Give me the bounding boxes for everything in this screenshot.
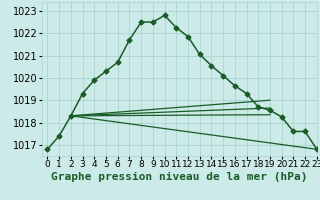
X-axis label: Graphe pression niveau de la mer (hPa): Graphe pression niveau de la mer (hPa) [51, 172, 308, 182]
